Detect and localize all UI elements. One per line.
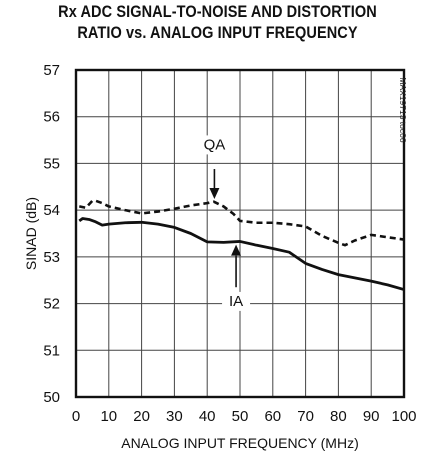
tick-labels: 0 10 20 30 40 50 60 70 80 90 100 50 51 52 53 54 55 56 57	[43, 62, 416, 425]
series-line-qa	[79, 199, 405, 247]
x-tick-label: 90	[363, 408, 380, 425]
x-tick-label: 70	[297, 408, 314, 425]
x-axis-label: ANALOG INPUT FREQUENCY (MHz)	[121, 435, 359, 451]
y-axis-label: SINAD (dB)	[23, 197, 39, 270]
x-tick-label: 20	[133, 408, 150, 425]
y-tick-label: 55	[43, 155, 60, 172]
y-tick-label: 57	[43, 62, 60, 79]
x-tick-label: 40	[199, 408, 216, 425]
x-tick-label: 30	[166, 408, 183, 425]
x-tick-label: 0	[72, 408, 80, 425]
figure-code: MAX19713 toc06	[398, 77, 408, 142]
y-tick-label: 54	[43, 202, 60, 219]
y-tick-label: 51	[43, 342, 60, 359]
x-tick-label: 60	[264, 408, 281, 425]
annotation-arrow-head	[209, 188, 220, 200]
annotation-label-bg	[222, 291, 251, 311]
x-tick-label: 10	[100, 408, 117, 425]
y-tick-label: 53	[43, 249, 60, 266]
y-tick-label: 52	[43, 296, 60, 313]
annotation-arrow-head	[231, 244, 242, 256]
grid-lines	[76, 70, 404, 397]
plot-frame	[74, 68, 406, 399]
chart-title-line2: RATIO vs. ANALOG INPUT FREQUENCY	[77, 24, 358, 42]
series-line-ia	[78, 217, 405, 291]
x-tick-label: 50	[232, 408, 249, 425]
annotation-label-ia: IA	[229, 293, 243, 310]
chart-title-line1: Rx ADC SIGNAL-TO-NOISE AND DISTORTION	[58, 3, 377, 21]
x-tick-label: 80	[330, 408, 347, 425]
series-lines	[78, 199, 405, 291]
y-tick-label: 56	[43, 109, 60, 126]
annotations: QA IA	[200, 135, 251, 311]
x-tick-label: 100	[391, 408, 416, 425]
annotation-label-qa: QA	[204, 136, 226, 153]
y-tick-label: 50	[43, 389, 60, 406]
annotation-label-bg	[200, 135, 229, 155]
